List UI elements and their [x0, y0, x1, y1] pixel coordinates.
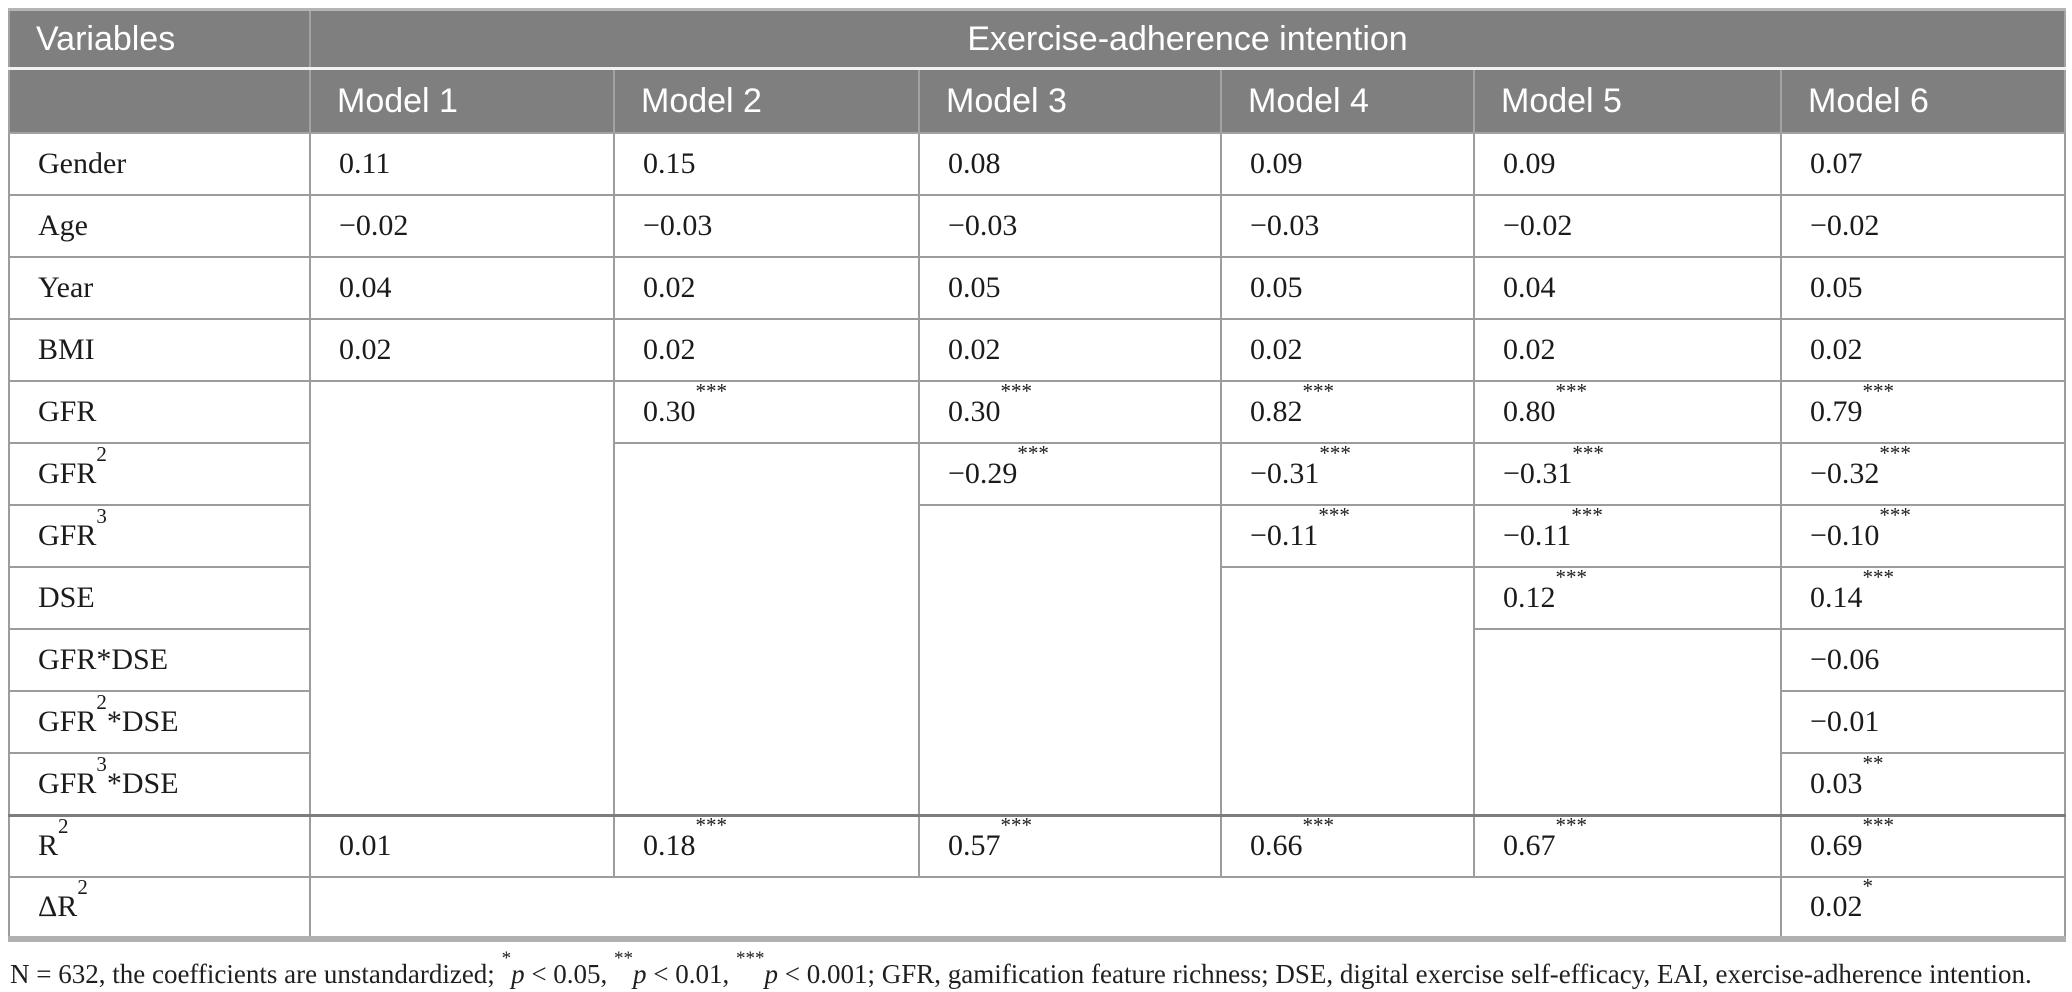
value-cell: 0.57*** — [918, 813, 1222, 878]
value-cell: 0.05 — [1220, 256, 1475, 320]
empty-merged-cell-model-2 — [613, 442, 920, 816]
header-row-models: Model 1 Model 2 Model 3 Model 4 Model 5 … — [8, 67, 2067, 134]
corner-header-variables: Variables — [8, 8, 311, 70]
value-cell: 0.05 — [1779, 256, 2067, 320]
value-cell: 0.09 — [1220, 132, 1475, 196]
row-label: GFR2 — [8, 442, 311, 506]
table-row-gfr3-dse: GFR3*DSE 0.03** — [8, 752, 2067, 816]
value-cell: 0.02 — [613, 256, 920, 320]
table-row-gfr: GFR 0.30*** 0.30*** 0.82*** 0.80*** 0.79… — [8, 380, 2067, 816]
value-cell: 0.66*** — [1220, 813, 1475, 878]
row-label: GFR3 — [8, 504, 311, 568]
value-cell: −0.03 — [1220, 194, 1475, 258]
value-cell: 0.18*** — [613, 813, 920, 878]
column-header-model-5: Model 5 — [1473, 67, 1782, 134]
value-cell: −0.06 — [1779, 628, 2067, 692]
row-label: GFR — [8, 380, 311, 444]
value-cell: 0.05 — [918, 256, 1222, 320]
value-cell: 0.09 — [1473, 132, 1782, 196]
table-row-bmi: BMI 0.02 0.02 0.02 0.02 0.02 0.02 — [8, 318, 2067, 382]
value-cell: 0.14*** — [1779, 566, 2067, 630]
value-cell: 0.02 — [309, 318, 615, 382]
table-row-gfr3: GFR3 −0.11*** −0.11*** −0.10*** — [8, 504, 2067, 816]
empty-merged-cell-model-5 — [1473, 628, 1782, 816]
value-cell: 0.02* — [1779, 876, 2067, 940]
value-cell: −0.02 — [309, 194, 615, 258]
value-cell: 0.02 — [918, 318, 1222, 382]
row-label: Year — [8, 256, 311, 320]
corner-subheader — [8, 67, 311, 134]
value-cell: 0.12*** — [1473, 566, 1782, 630]
value-cell: −0.29*** — [918, 442, 1222, 506]
value-cell: −0.02 — [1779, 194, 2067, 258]
value-cell: −0.11*** — [1220, 504, 1475, 568]
column-header-model-2: Model 2 — [613, 67, 920, 134]
row-label: GFR*DSE — [8, 628, 311, 692]
value-cell: −0.03 — [918, 194, 1222, 258]
value-cell: 0.04 — [1473, 256, 1782, 320]
header-row-title: Variables Exercise-adherence intention — [8, 8, 2067, 70]
value-cell: 0.08 — [918, 132, 1222, 196]
value-cell: 0.02 — [1779, 318, 2067, 382]
table-row-gender: Gender 0.11 0.15 0.08 0.09 0.09 0.07 — [8, 132, 2067, 196]
value-cell: 0.07 — [1779, 132, 2067, 196]
value-cell: 0.67*** — [1473, 813, 1782, 878]
value-cell: 0.04 — [309, 256, 615, 320]
table-row-delta-r2: ΔR2 0.02* — [8, 876, 2067, 940]
value-cell: 0.30*** — [918, 380, 1222, 444]
table-title: Exercise-adherence intention — [308, 8, 2067, 70]
value-cell: 0.30*** — [613, 380, 920, 444]
column-header-model-3: Model 3 — [918, 67, 1222, 134]
value-cell: −0.10*** — [1779, 504, 2067, 568]
value-cell: −0.01 — [1779, 690, 2067, 754]
row-label: GFR2*DSE — [8, 690, 311, 754]
value-cell: 0.82*** — [1220, 380, 1475, 444]
row-label: ΔR2 — [8, 876, 311, 940]
value-cell: 0.79*** — [1779, 380, 2067, 444]
value-cell: −0.32*** — [1779, 442, 2067, 506]
table-row-gfr2-dse: GFR2*DSE −0.01 — [8, 690, 2067, 754]
empty-merged-cell-delta-r2 — [309, 876, 1782, 940]
value-cell: 0.15 — [613, 132, 920, 196]
value-cell: −0.11*** — [1473, 504, 1782, 568]
row-label: Gender — [8, 132, 311, 196]
row-label: BMI — [8, 318, 311, 382]
value-cell: −0.31*** — [1220, 442, 1475, 506]
table-row-gfr-dse: GFR*DSE −0.06 — [8, 628, 2067, 816]
value-cell: 0.01 — [309, 813, 615, 878]
table-footnote: N = 632, the coefficients are unstandard… — [10, 948, 2032, 989]
value-cell: 0.80*** — [1473, 380, 1782, 444]
table-row-year: Year 0.04 0.02 0.05 0.05 0.04 0.05 — [8, 256, 2067, 320]
column-header-model-6: Model 6 — [1779, 67, 2067, 134]
column-header-model-1: Model 1 — [309, 67, 615, 134]
empty-merged-cell-model-3 — [918, 504, 1222, 816]
row-label: Age — [8, 194, 311, 258]
value-cell: 0.02 — [613, 318, 920, 382]
value-cell: 0.69*** — [1779, 813, 2067, 878]
row-label: R2 — [8, 813, 311, 878]
value-cell: 0.02 — [1220, 318, 1475, 382]
value-cell: 0.11 — [309, 132, 615, 196]
row-label: DSE — [8, 566, 311, 630]
table-row-age: Age −0.02 −0.03 −0.03 −0.03 −0.02 −0.02 — [8, 194, 2067, 258]
value-cell: −0.31*** — [1473, 442, 1782, 506]
regression-table: Variables Exercise-adherence intention M… — [8, 8, 2067, 942]
value-cell: −0.03 — [613, 194, 920, 258]
table-row-r2: R2 0.01 0.18*** 0.57*** 0.66*** 0.67*** … — [8, 813, 2067, 878]
value-cell: 0.03** — [1779, 752, 2067, 816]
row-label: GFR3*DSE — [8, 752, 311, 816]
column-header-model-4: Model 4 — [1220, 67, 1475, 134]
empty-merged-cell-model-1 — [309, 380, 615, 816]
value-cell: 0.02 — [1473, 318, 1782, 382]
value-cell: −0.02 — [1473, 194, 1782, 258]
empty-merged-cell-model-4 — [1220, 566, 1475, 816]
table-row-gfr2: GFR2 −0.29*** −0.31*** −0.31*** −0.32*** — [8, 442, 2067, 816]
table-row-dse: DSE 0.12*** 0.14*** — [8, 566, 2067, 816]
